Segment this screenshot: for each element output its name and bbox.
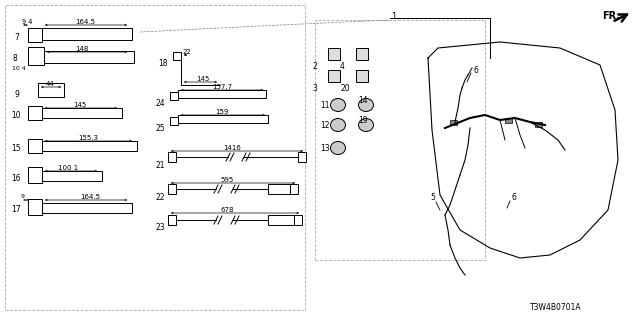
Text: 19: 19	[358, 116, 367, 124]
Text: 17: 17	[11, 205, 20, 214]
Text: 22: 22	[155, 193, 164, 202]
Text: 18: 18	[158, 59, 168, 68]
Bar	[28, 167, 42, 183]
Text: 10 4: 10 4	[12, 66, 26, 70]
Text: 3: 3	[312, 84, 317, 92]
Ellipse shape	[330, 141, 346, 155]
Bar	[28, 106, 42, 120]
Text: 24: 24	[155, 99, 164, 108]
Text: 678: 678	[220, 207, 234, 213]
Text: 8: 8	[12, 53, 17, 62]
Bar	[42, 141, 137, 151]
Text: 4: 4	[340, 61, 345, 70]
Bar	[294, 215, 302, 225]
Bar	[178, 115, 268, 123]
Text: 7: 7	[14, 33, 19, 42]
Bar	[450, 120, 457, 125]
Bar	[170, 92, 178, 100]
Bar	[28, 47, 44, 65]
Bar	[42, 28, 132, 40]
Bar	[505, 118, 512, 123]
Text: 1416: 1416	[223, 145, 241, 151]
Text: 10: 10	[11, 110, 20, 119]
Text: 100 1: 100 1	[58, 165, 78, 171]
Text: 21: 21	[155, 161, 164, 170]
Text: 145: 145	[196, 76, 209, 82]
Text: 22: 22	[183, 49, 192, 55]
Text: 13: 13	[320, 143, 330, 153]
Text: 1: 1	[391, 12, 396, 20]
Bar	[28, 199, 42, 215]
Bar	[315, 20, 485, 260]
Bar	[178, 90, 266, 98]
Text: 14: 14	[358, 95, 367, 105]
Bar	[356, 48, 368, 60]
Text: 11: 11	[320, 100, 330, 109]
Text: 2: 2	[312, 61, 317, 70]
Ellipse shape	[330, 118, 346, 132]
Text: 23: 23	[155, 223, 164, 233]
Text: 6: 6	[512, 194, 517, 203]
Bar	[42, 108, 122, 118]
Bar	[28, 139, 42, 153]
Bar	[168, 215, 176, 225]
Text: FR.: FR.	[602, 11, 620, 21]
Text: 20: 20	[340, 84, 349, 92]
Bar	[44, 51, 134, 63]
Bar	[356, 70, 368, 82]
Text: 15: 15	[11, 143, 20, 153]
Bar	[28, 28, 42, 42]
Text: 164.5: 164.5	[75, 19, 95, 25]
Bar	[328, 70, 340, 82]
Text: 148: 148	[75, 46, 88, 52]
Text: 44: 44	[46, 81, 55, 87]
Text: 155.3: 155.3	[78, 135, 98, 141]
Bar	[290, 184, 298, 194]
Text: 145: 145	[73, 102, 86, 108]
Bar	[298, 152, 306, 162]
Text: 595: 595	[220, 177, 233, 183]
Bar	[268, 184, 290, 194]
Text: 9 4: 9 4	[22, 19, 33, 25]
Text: 5: 5	[430, 194, 435, 203]
Ellipse shape	[358, 99, 374, 111]
Bar	[268, 215, 294, 225]
Ellipse shape	[330, 99, 346, 111]
Bar	[328, 48, 340, 60]
Text: 9: 9	[21, 195, 25, 199]
Bar	[42, 171, 102, 181]
Bar	[170, 117, 178, 125]
Bar	[168, 152, 176, 162]
Text: 9: 9	[14, 90, 19, 99]
Ellipse shape	[358, 118, 374, 132]
Text: 25: 25	[155, 124, 164, 132]
Text: 12: 12	[320, 121, 330, 130]
Text: 16: 16	[11, 173, 20, 182]
Bar	[42, 203, 132, 213]
Text: 159: 159	[215, 109, 228, 115]
Text: 157.7: 157.7	[212, 84, 232, 90]
Bar	[173, 52, 181, 60]
Bar	[535, 122, 542, 127]
Text: 6: 6	[473, 66, 478, 75]
Text: T3W4B0701A: T3W4B0701A	[530, 303, 582, 313]
Bar	[5, 5, 305, 310]
Bar	[38, 83, 64, 97]
Bar	[168, 184, 176, 194]
Text: 164.5: 164.5	[80, 194, 100, 200]
